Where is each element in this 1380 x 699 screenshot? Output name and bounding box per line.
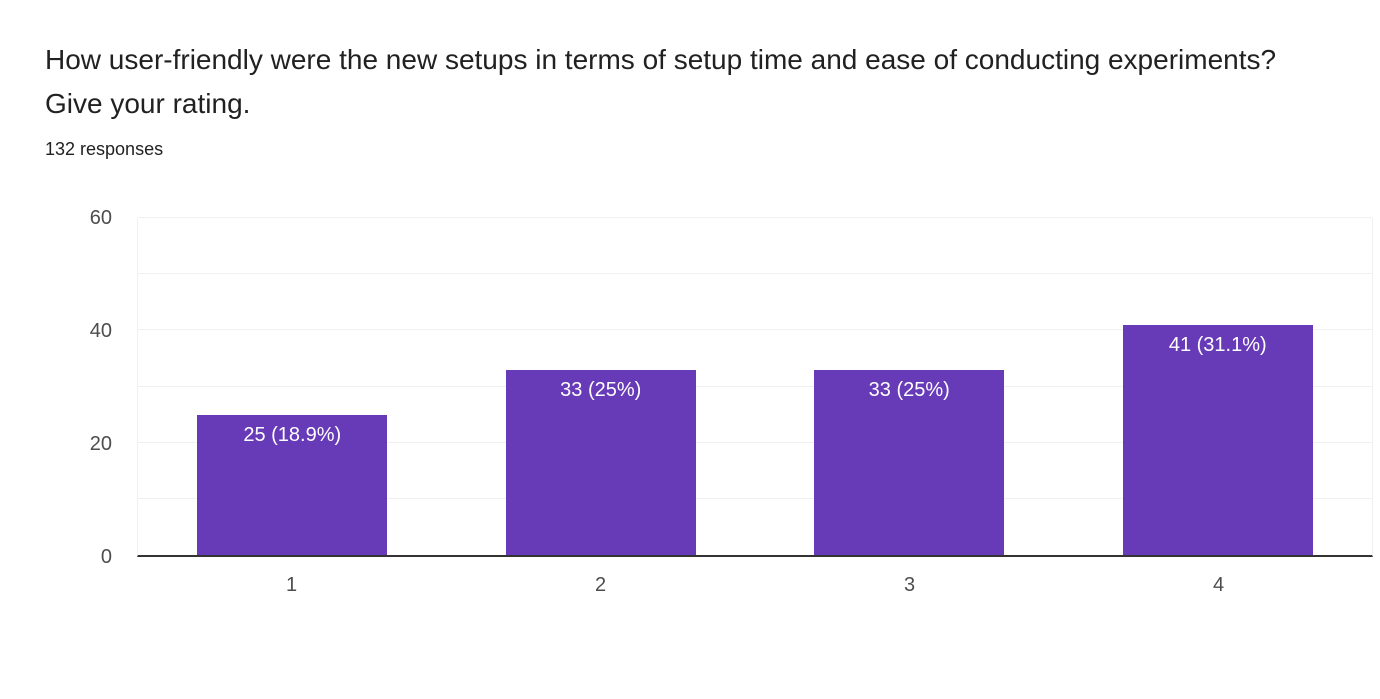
y-axis-tick-label-0: 0 <box>100 546 112 568</box>
bar-rating-3[interactable]: 33 (25%) <box>814 369 1005 555</box>
bar-value-label: 33 (25%) <box>560 378 642 401</box>
responses-count: 132 responses <box>45 139 164 159</box>
gridline-30 <box>138 385 1372 387</box>
bar-column-1: 25 (18.9%) <box>138 218 447 555</box>
plot-area: 25 (18.9%) 33 (25%) 33 (25%) 41 (31.1%) <box>137 217 1373 557</box>
bar-column-4: 41 (31.1%) <box>1064 218 1373 555</box>
gridline-50 <box>138 273 1372 275</box>
bar-value-label: 33 (25%) <box>868 378 950 401</box>
y-axis-tick-label-60: 60 <box>89 207 112 229</box>
x-axis-tick-label-1: 1 <box>285 574 298 596</box>
gridline-40 <box>138 329 1372 331</box>
x-axis-tick-label-2: 2 <box>594 574 607 596</box>
question-title-line-2: Give your rating. <box>45 88 251 119</box>
bar-rating-2[interactable]: 33 (25%) <box>505 369 696 555</box>
y-axis-tick-label-20: 20 <box>89 433 112 455</box>
bar-column-3: 33 (25%) <box>755 218 1064 555</box>
gridline-60 <box>138 217 1372 218</box>
bar-column-2: 33 (25%) <box>447 218 756 555</box>
x-axis-tick-label-3: 3 <box>903 574 916 596</box>
x-axis: 1 2 3 4 <box>137 570 1373 600</box>
bar-value-label: 25 (18.9%) <box>243 423 342 446</box>
bar-rating-1[interactable]: 25 (18.9%) <box>197 414 388 555</box>
y-axis: 0 20 40 60 <box>0 208 112 567</box>
gridline-20 <box>138 441 1372 443</box>
bar-rating-4[interactable]: 41 (31.1%) <box>1122 324 1313 555</box>
question-title: How user-friendly were the new setups in… <box>45 38 1365 126</box>
question-title-line-1: How user-friendly were the new setups in… <box>45 44 1277 75</box>
x-axis-tick-label-4: 4 <box>1212 574 1225 596</box>
bar-value-label: 41 (31.1%) <box>1168 333 1267 356</box>
y-axis-tick-label-40: 40 <box>89 320 112 342</box>
gridline-10 <box>138 497 1372 499</box>
